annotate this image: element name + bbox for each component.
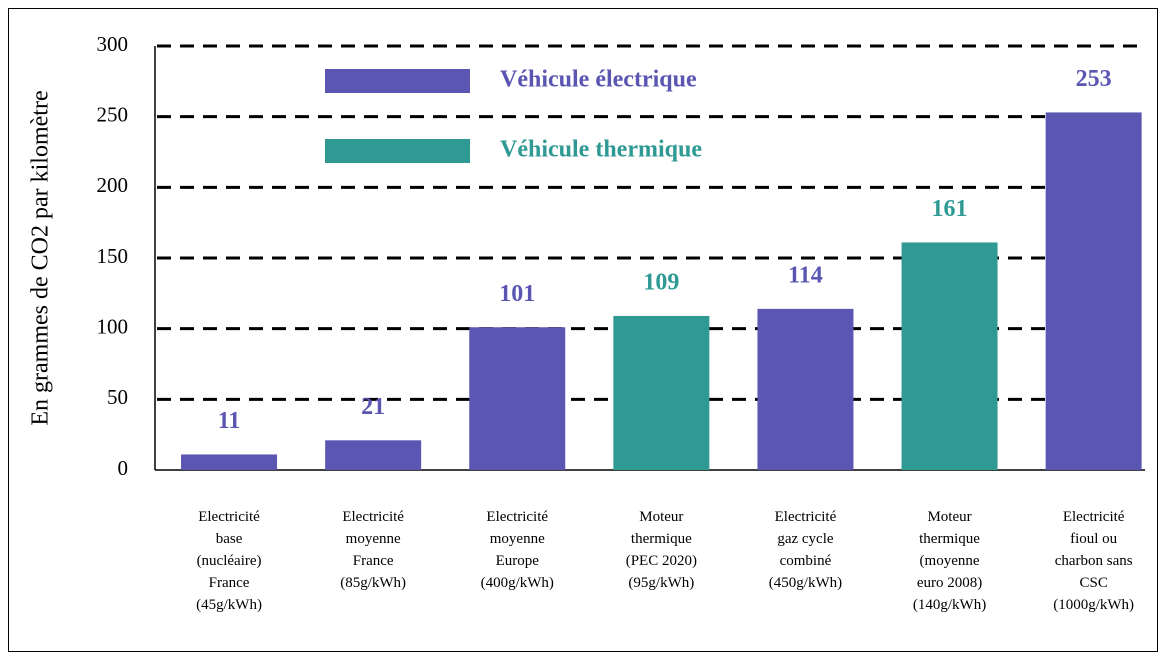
- x-tick-label-line: Electricité: [486, 509, 548, 525]
- data-label: 101: [499, 281, 535, 307]
- x-tick-label: Electricité moyenne Europe (400g/kWh): [481, 509, 554, 591]
- bar: [325, 440, 422, 470]
- bar: [181, 454, 278, 470]
- y-tick-label: 100: [97, 314, 129, 338]
- data-label: 11: [218, 408, 241, 434]
- x-tick-label-line: Electricité: [775, 509, 837, 525]
- legend-label: Véhicule électrique: [500, 67, 697, 93]
- x-tick-label-line: fioul ou: [1070, 531, 1118, 547]
- y-axis-label: En grammes de CO2 par kilomètre: [28, 90, 54, 425]
- x-tick-label: Electricité base (nucléaire) France (45g/kWh…: [196, 509, 262, 613]
- x-tick-label-line: CSC: [1079, 575, 1107, 591]
- y-tick-label: 150: [97, 244, 129, 268]
- bar: [469, 327, 566, 470]
- x-tick-label-line: (95g/kWh): [628, 575, 694, 591]
- y-tick-label: 250: [97, 102, 129, 126]
- bar: [613, 315, 710, 470]
- x-tick-label-line: France: [209, 575, 250, 591]
- x-tick-label-line: charbon sans: [1055, 553, 1133, 569]
- legend-swatch: [325, 139, 470, 163]
- x-tick-label-line: Electricité: [342, 509, 404, 525]
- bar: [757, 308, 854, 470]
- x-tick-label: Electricité gaz cycle combiné (450g/kWh): [769, 509, 842, 591]
- x-tick-label: Electricité moyenne France (85g/kWh): [340, 509, 406, 591]
- x-tick-label-line: combiné: [780, 553, 832, 569]
- x-tick-label-line: (400g/kWh): [481, 575, 554, 591]
- x-tick-label-line: base: [216, 531, 243, 547]
- x-tick-label-line: (45g/kWh): [196, 597, 262, 613]
- x-tick-label-line: gaz cycle: [777, 531, 834, 547]
- data-label: 21: [361, 394, 385, 420]
- legend-label: Véhicule thermique: [500, 137, 702, 163]
- x-tick-label-line: euro 2008): [917, 575, 982, 591]
- data-label: 114: [788, 262, 823, 288]
- data-label: 109: [643, 269, 679, 295]
- data-label: 161: [932, 196, 968, 222]
- y-tick-label: 300: [97, 32, 129, 56]
- x-tick-label-line: (nucléaire): [197, 553, 262, 569]
- x-tick-label-line: (PEC 2020): [626, 553, 697, 569]
- x-tick-label-line: thermique: [631, 531, 692, 547]
- bar: [901, 242, 998, 470]
- x-tick-label-line: France: [353, 553, 394, 569]
- x-tick-label-line: (85g/kWh): [340, 575, 406, 591]
- x-tick-label-line: (moyenne: [920, 553, 980, 569]
- x-tick-label-line: (1000g/kWh): [1053, 597, 1134, 613]
- x-tick-label-line: Moteur: [639, 509, 683, 525]
- x-tick-label-line: Electricité: [1063, 509, 1125, 525]
- bar: [1045, 112, 1142, 470]
- x-tick-label: Moteur thermique (moyenne euro 2008) (140g/k…: [913, 509, 986, 613]
- x-tick-label-line: Europe: [496, 553, 540, 569]
- x-tick-label: Electricité fioul ou charbon sans CSC (1000g…: [1053, 509, 1134, 613]
- x-tick-label-line: moyenne: [346, 531, 401, 547]
- x-tick-label-line: Electricité: [198, 509, 260, 525]
- x-tick-label-line: (450g/kWh): [769, 575, 842, 591]
- x-tick-label-line: moyenne: [490, 531, 545, 547]
- y-tick-label: 200: [97, 173, 129, 197]
- y-tick-label: 50: [107, 385, 128, 409]
- y-tick-label: 0: [118, 456, 129, 480]
- data-label: 253: [1076, 66, 1112, 92]
- x-tick-label: Moteur thermique (PEC 2020) (95g/kWh): [626, 509, 697, 591]
- legend-swatch: [325, 69, 470, 93]
- x-tick-label-line: (140g/kWh): [913, 597, 986, 613]
- x-tick-label-line: Moteur: [927, 509, 971, 525]
- x-tick-label-line: thermique: [919, 531, 980, 547]
